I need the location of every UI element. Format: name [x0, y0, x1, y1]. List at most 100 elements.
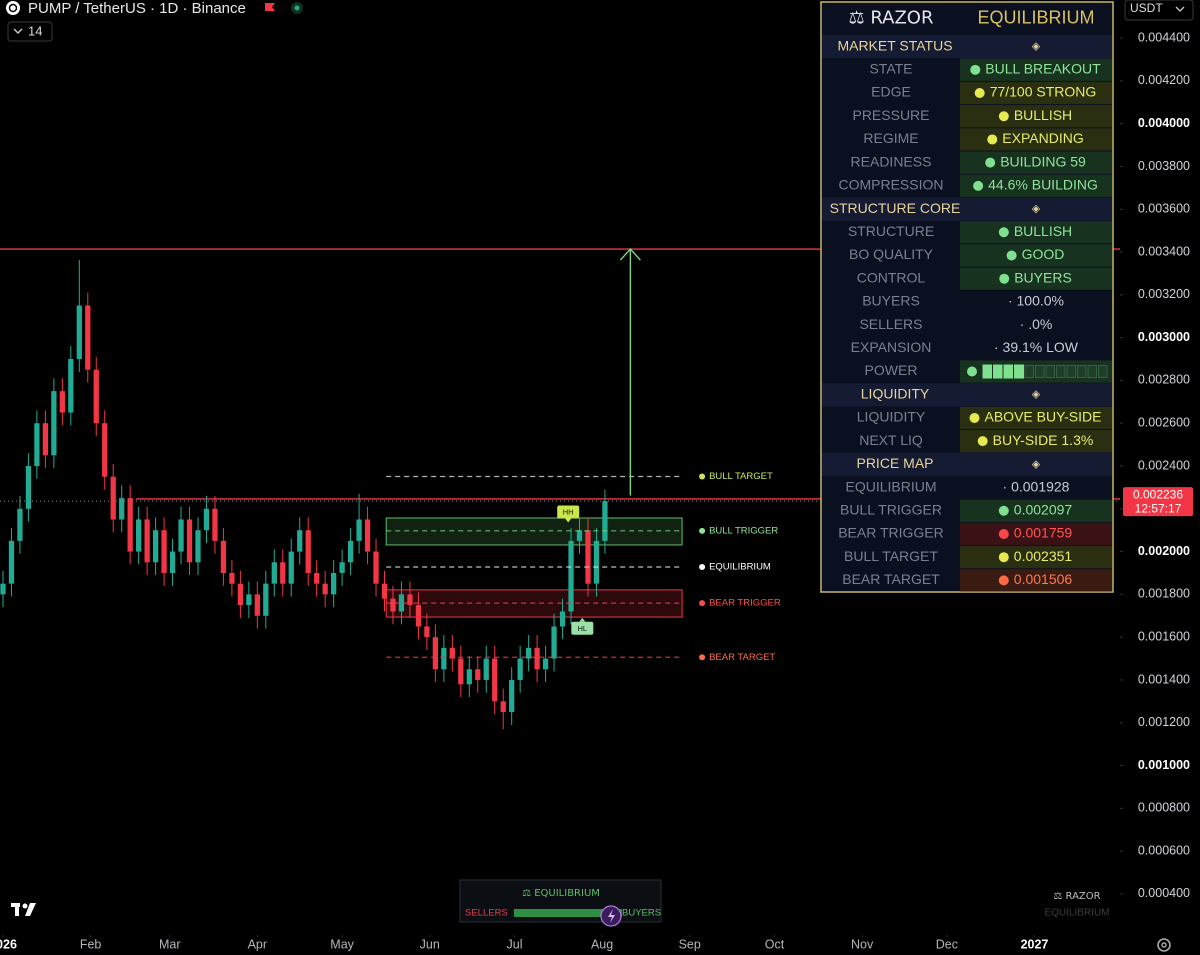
- panel-section-icon: ◈: [1032, 202, 1041, 215]
- panel-row-label: STATE: [869, 61, 912, 77]
- candle-body: [263, 583, 269, 616]
- panel-row-value: GOOD: [1022, 246, 1065, 262]
- panel-section-title: PRICE MAP: [856, 455, 933, 471]
- status-dot: [967, 366, 977, 377]
- y-tick-label: 0.002400: [1138, 458, 1190, 472]
- panel-section-bg: [822, 383, 1112, 407]
- level-label: BEAR TRIGGER: [709, 598, 781, 609]
- tv-logo: [11, 903, 36, 916]
- x-tick-label: 2026: [0, 937, 17, 951]
- status-dot: [998, 552, 1009, 563]
- flag-icon: [265, 3, 275, 11]
- candle-body: [195, 530, 201, 563]
- pivot-badge: [557, 505, 580, 519]
- panel-cell-bg: [960, 569, 1112, 592]
- panel-row-value: BUYERS: [1014, 269, 1072, 285]
- widget-icon-bolt: [608, 909, 615, 923]
- candle-body: [212, 508, 218, 541]
- y-tick-label: 0.002800: [1138, 373, 1190, 387]
- settings-button[interactable]: [1157, 938, 1171, 952]
- panel-cell-bg: [960, 244, 1112, 267]
- overlay: BULL TARGET BULL TRIGGER EQUILIBRIUM BEAR T…: [557, 248, 781, 663]
- panel-row-value: · 0.001928: [1003, 478, 1070, 494]
- symbol-icon-inner: [8, 3, 18, 13]
- candle-body: [237, 583, 244, 606]
- candle-body: [424, 626, 430, 638]
- panel-row-label: PRESSURE: [852, 107, 929, 123]
- candle-body: [432, 637, 439, 670]
- y-tick-label: 0.003800: [1138, 159, 1190, 173]
- power-segment: [1035, 365, 1045, 378]
- x-tick-label: Mar: [159, 937, 181, 951]
- panel-row-value: 0.002351: [1014, 548, 1073, 564]
- y-tick-label: 0.002600: [1138, 416, 1190, 430]
- panel-cell-bg: [960, 499, 1112, 522]
- candle-body: [458, 658, 464, 685]
- status-dot: [977, 436, 988, 447]
- candle-body: [297, 530, 303, 552]
- level-icon: [699, 600, 706, 607]
- status-dot: [987, 134, 998, 145]
- panel-row-value: BULLISH: [1014, 107, 1072, 123]
- candle-body: [51, 391, 57, 456]
- candle-body: [161, 530, 167, 573]
- widget-bar: [514, 909, 622, 917]
- chevron: [13, 28, 23, 34]
- candle-body: [280, 562, 286, 584]
- candle-body: [559, 611, 566, 627]
- candle-body: [551, 626, 557, 659]
- candle-body: [76, 305, 82, 360]
- candle-body: [322, 583, 328, 595]
- candle-body: [8, 540, 15, 584]
- watermark-subtitle: EQUILIBRIUM: [1044, 908, 1109, 919]
- panel-section-bg: [822, 35, 1112, 59]
- panel-row-label: STRUCTURE: [848, 223, 934, 239]
- candle-body: [398, 594, 405, 612]
- level-icon: [699, 473, 706, 480]
- candle-body: [381, 583, 388, 599]
- candle-body: [254, 594, 260, 616]
- candle-body: [93, 369, 99, 424]
- panel-section-icon: ◈: [1032, 40, 1041, 53]
- indicator-count: 14: [28, 23, 42, 38]
- widget-left: SELLERS: [465, 908, 508, 919]
- panel-row-value: EXPANDING: [1002, 130, 1083, 146]
- panel-subtitle: EQUILIBRIUM: [977, 7, 1094, 27]
- level-icon: [699, 527, 706, 534]
- status-dot: [998, 505, 1009, 516]
- x-tick-label: 2027: [1021, 937, 1049, 951]
- x-tick-label: Dec: [936, 937, 958, 951]
- panel-row-label: BULL TRIGGER: [840, 501, 942, 517]
- panel-row-value: BULLISH: [1014, 223, 1072, 239]
- power-segment: [1098, 365, 1108, 378]
- unit-selector[interactable]: [1124, 0, 1194, 21]
- candle-body: [246, 594, 252, 606]
- panel-section-bg: [822, 197, 1112, 221]
- candle-body: [407, 594, 413, 606]
- candle-body: [59, 391, 65, 413]
- panel-cell-bg: [960, 267, 1112, 290]
- panel-row-label: BO QUALITY: [849, 246, 934, 262]
- y-tick-label: 0.004400: [1138, 30, 1190, 44]
- panel-row-label: NEXT LIQ: [859, 432, 923, 448]
- y-tick-label: 0.003000: [1138, 330, 1190, 344]
- candle-body: [186, 519, 193, 563]
- panel-cell-bg: [960, 128, 1112, 151]
- pivot-label: HL: [578, 624, 588, 633]
- status-dot[interactable]: [294, 5, 300, 11]
- candle-body: [500, 701, 506, 713]
- status-dot: [998, 227, 1009, 238]
- panel-row-label: COMPRESSION: [838, 177, 943, 193]
- panel-row-label: CONTROL: [857, 269, 926, 285]
- panel-cell-bg: [960, 221, 1112, 244]
- panel-row-value: 0.001759: [1014, 525, 1073, 541]
- zone: [385, 517, 683, 546]
- status-dot: [998, 111, 1009, 122]
- indicator-toggle[interactable]: [7, 21, 53, 42]
- status-dot: [998, 528, 1009, 539]
- candle-body: [25, 466, 32, 509]
- panel-row-value: · 100.0%: [1008, 293, 1064, 309]
- candle-body: [593, 540, 600, 584]
- level-label: BEAR TARGET: [709, 652, 775, 663]
